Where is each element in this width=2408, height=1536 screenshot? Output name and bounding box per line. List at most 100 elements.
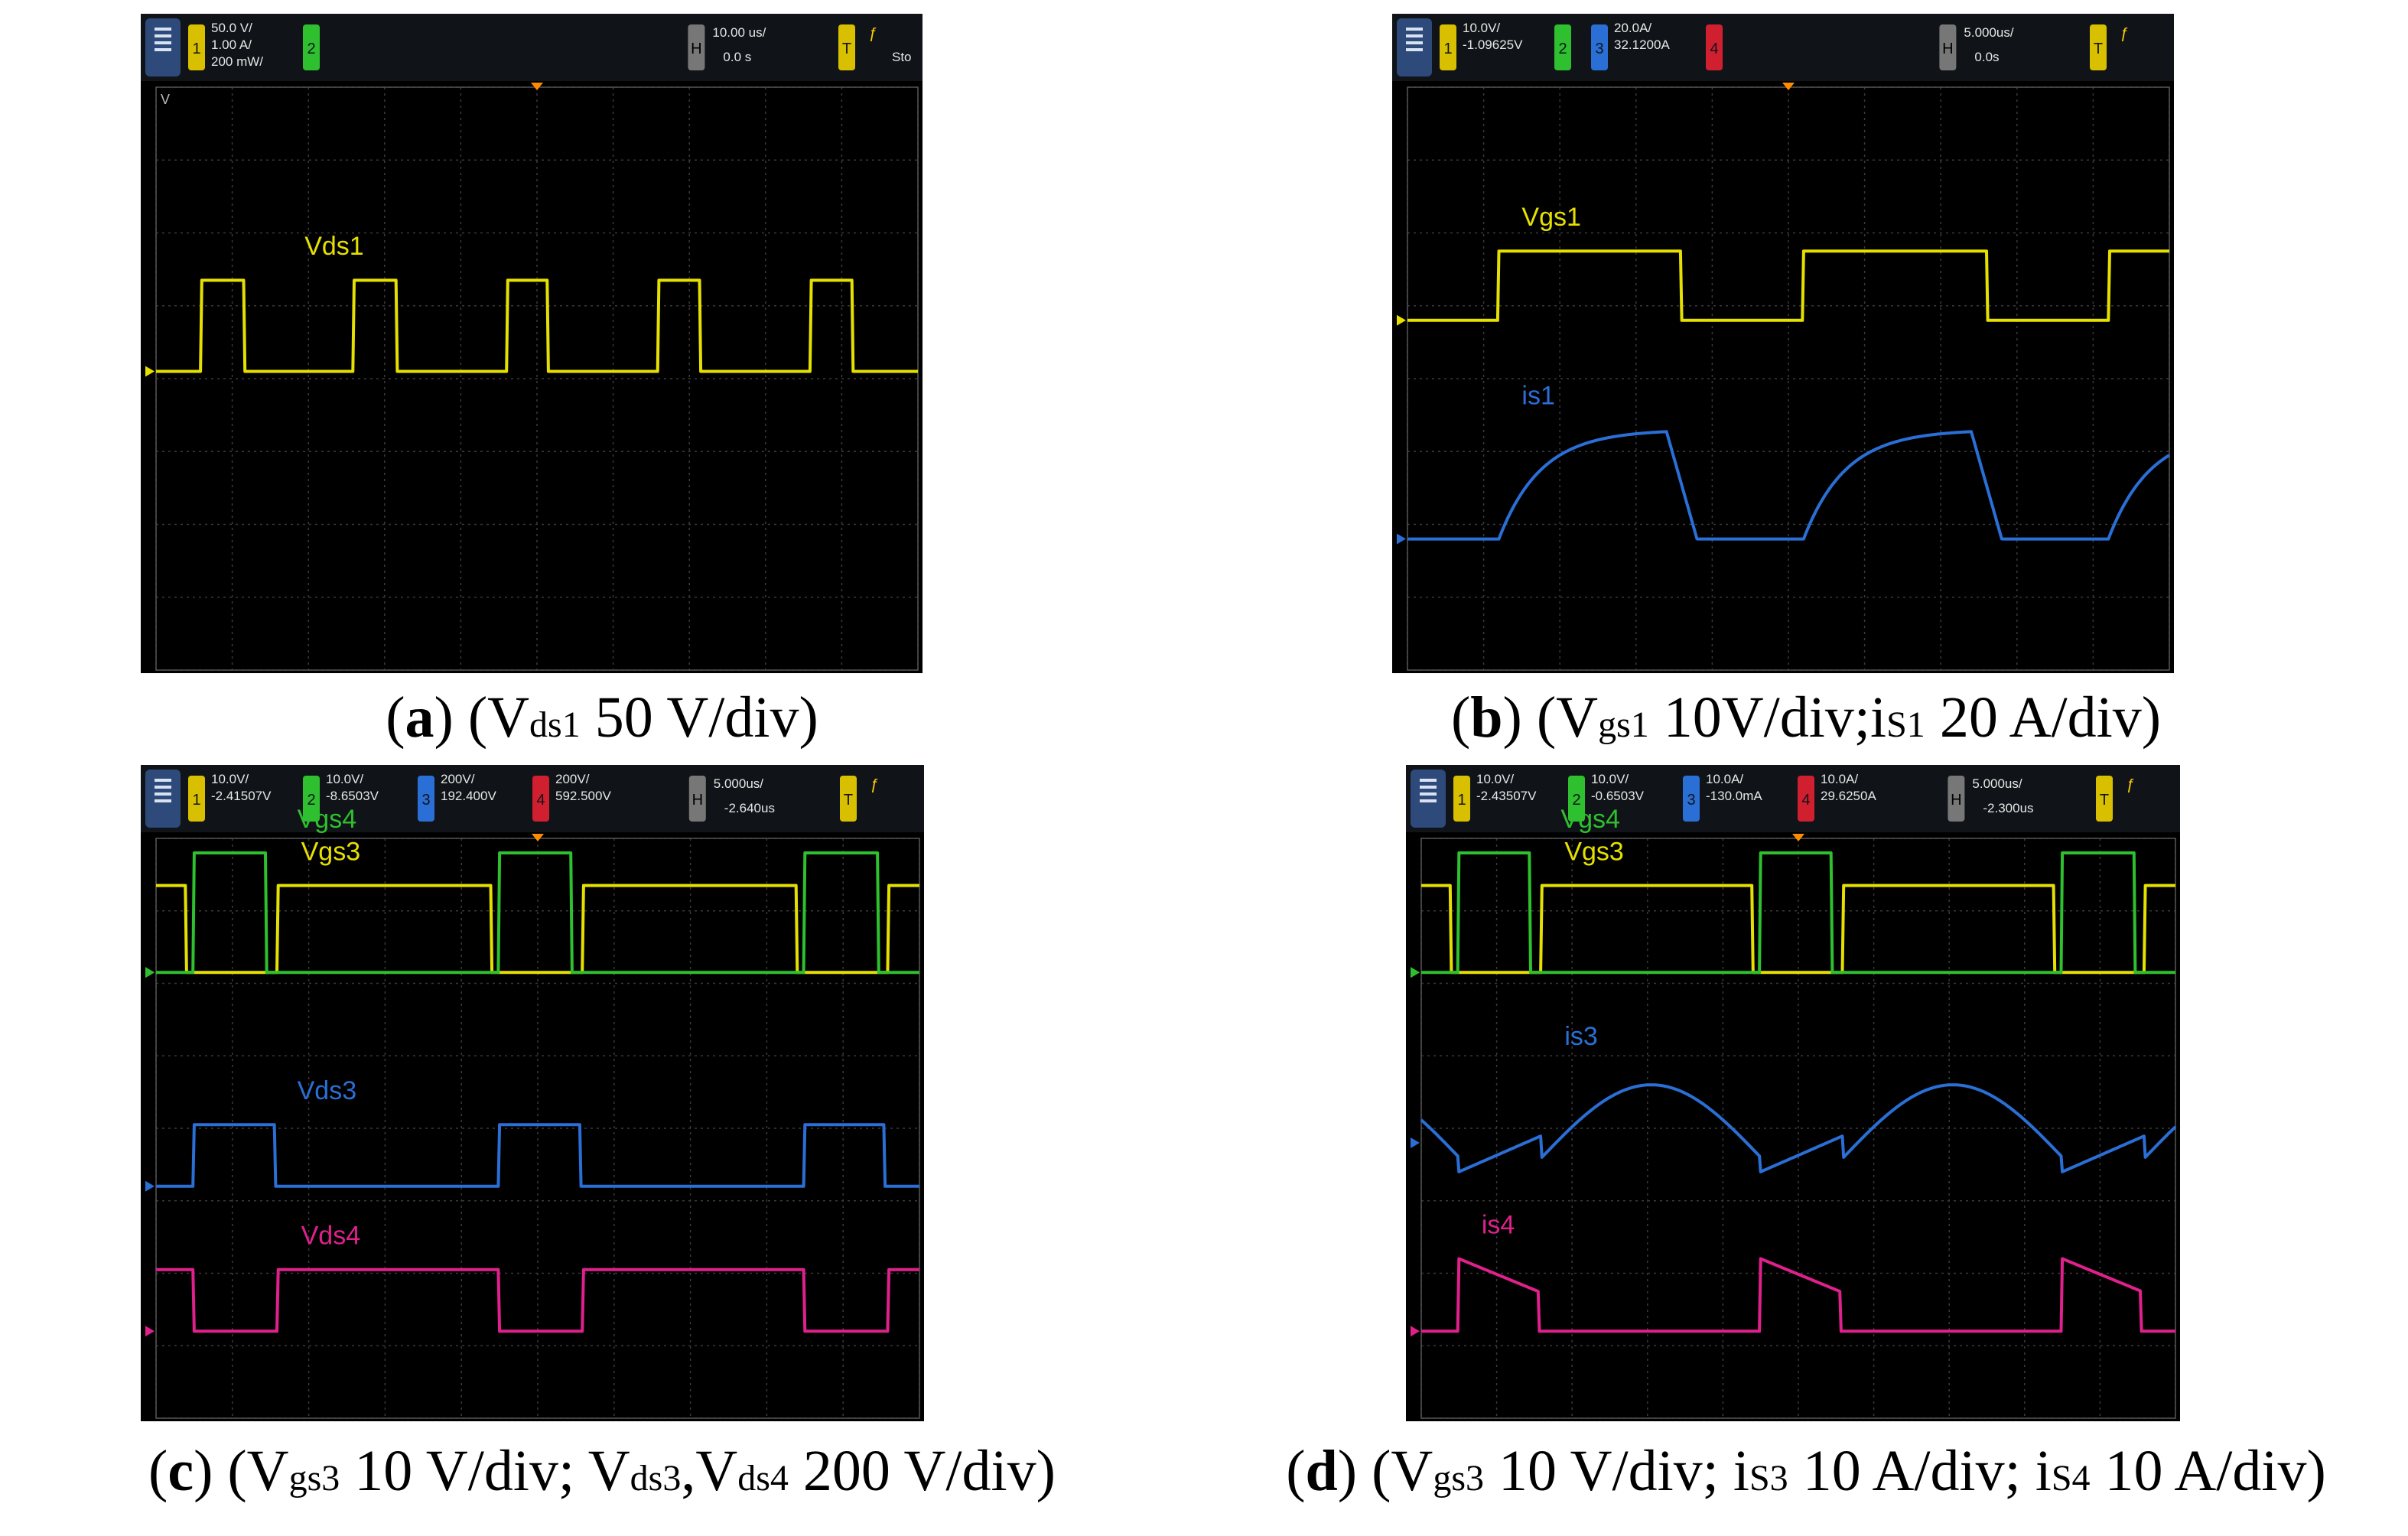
timebase-scale: 5.000us/ — [1972, 776, 2022, 791]
scope-background — [141, 14, 923, 673]
channel-1-setting: -1.09625V — [1463, 37, 1523, 52]
channel-3-indicator: 3 10.0A/ -130.0mA — [1683, 772, 1762, 822]
menu-button — [145, 18, 181, 76]
run-status: Sto — [892, 50, 912, 64]
timebase-scale: 5.000us/ — [714, 776, 763, 791]
channel-1-number: 1 — [1457, 792, 1466, 809]
ground-marker-Vds1 — [145, 366, 155, 377]
channel-4-number: 4 — [536, 792, 545, 809]
channel-4-tile — [1798, 776, 1814, 822]
trace-label-Vgs3: Vgs3 — [301, 837, 361, 866]
scope-header: 1 10.0V/ -2.43507V 2 10.0V/ -0.6503V 3 10.0A/ -1… — [1406, 765, 2180, 832]
channel-3-setting: 192.400V — [441, 789, 496, 803]
menu-icon — [155, 786, 171, 789]
trigger-tile — [2090, 24, 2107, 70]
caption-a: (a) (Vds1 50 V/div) — [386, 685, 818, 750]
timebase-delay: 0.0 s — [723, 50, 751, 64]
channel-4-indicator: 4 — [1706, 24, 1723, 70]
channel-1-indicator: 1 10.0V/ -2.43507V — [1453, 772, 1537, 822]
menu-icon — [1406, 28, 1423, 31]
menu-icon — [155, 792, 171, 796]
ground-marker-Vgs4 — [145, 967, 155, 978]
trace-is1 — [1407, 430, 2171, 541]
trace-Vgs4 — [1420, 851, 2176, 975]
panel-d: 1 10.0V/ -2.43507V 2 10.0V/ -0.6503V 3 10.0A/ -1… — [1204, 765, 2408, 1536]
trace-Vds3 — [155, 1123, 920, 1188]
menu-icon — [1420, 779, 1437, 782]
scope-screen-a: 1 50.0 V/1.00 A/200 mW/2 H 10.00 us/0.0 s Tƒ… — [141, 14, 923, 673]
trace-Vds1 — [155, 278, 919, 373]
channel-2-tile — [303, 776, 320, 822]
trace-label-Vds1: Vds1 — [304, 232, 364, 261]
channel-1-number: 1 — [192, 41, 200, 57]
channel-1-indicator: 1 50.0 V/1.00 A/200 mW/ — [188, 21, 263, 70]
scope-background — [141, 765, 924, 1421]
channel-1-number: 1 — [1443, 41, 1452, 57]
header-bar — [141, 14, 923, 81]
ground-marker-Vgs4 — [1411, 967, 1420, 978]
channel-1-setting: -2.41507V — [211, 789, 272, 803]
scope-background — [1392, 14, 2174, 673]
timebase-letter: H — [692, 792, 703, 809]
channel-4-tile — [1706, 24, 1723, 70]
channel-1-indicator: 1 10.0V/ -2.41507V — [188, 772, 272, 822]
channel-4-number: 4 — [1710, 41, 1718, 57]
channel-1-tile — [1440, 24, 1456, 70]
channel-1-setting: 200 mW/ — [211, 54, 263, 69]
scale-unit-label: V — [161, 92, 170, 107]
channel-2-tile — [1568, 776, 1585, 822]
trigger-edge-icon: ƒ — [870, 776, 879, 793]
caption-b: (b) (Vgs1 10V/div;iS1 20 A/div) — [1450, 685, 2162, 750]
trace-label-Vds3: Vds3 — [298, 1076, 357, 1105]
trigger-edge-icon: ƒ — [869, 25, 877, 42]
channel-4-tile — [532, 776, 549, 822]
trace-label-Vgs4: Vgs4 — [298, 805, 357, 834]
header-bar — [1392, 14, 2174, 81]
timebase-delay: -2.640us — [724, 801, 775, 815]
timebase-tile — [688, 776, 706, 822]
channel-1-indicator: 1 10.0V/ -1.09625V — [1440, 21, 1523, 70]
channel-3-tile — [418, 776, 434, 822]
channel-4-setting: 10.0A/ — [1821, 772, 1858, 786]
trigger-tile — [838, 24, 855, 70]
channel-3-setting: 20.0A/ — [1614, 21, 1651, 35]
channel-2-setting: -0.6503V — [1591, 789, 1645, 803]
channel-3-setting: 32.1200A — [1614, 37, 1670, 52]
channel-4-number: 4 — [1801, 792, 1810, 809]
channel-2-setting: -8.6503V — [326, 789, 379, 803]
caption-c: (c) (Vgs3 10 V/div; Vds3,Vds4 200 V/div) — [148, 1439, 1056, 1503]
channel-3-indicator: 3 20.0A/32.1200A — [1591, 21, 1670, 70]
ground-marker-Vgs1 — [1397, 314, 1406, 326]
menu-button — [1397, 18, 1432, 76]
channel-1-setting: 10.0V/ — [211, 772, 249, 786]
trigger-letter: T — [2094, 41, 2103, 57]
timebase-delay: 0.0s — [1974, 50, 1999, 64]
menu-icon — [1420, 799, 1437, 802]
graticule — [155, 834, 920, 1419]
menu-icon — [155, 48, 171, 51]
trigger-tile — [2096, 776, 2113, 822]
menu-icon — [155, 34, 171, 37]
channel-2-indicator: 2 10.0V/ -0.6503V — [1568, 772, 1645, 822]
channel-1-setting: 10.0V/ — [1476, 772, 1514, 786]
ground-marker-is3 — [1411, 1137, 1420, 1148]
channel-2-tile — [303, 24, 320, 70]
trace-Vgs3 — [1420, 884, 2176, 975]
channel-1-tile — [1453, 776, 1470, 822]
channel-1-setting: 50.0 V/ — [211, 21, 252, 35]
trace-Vgs1 — [1407, 249, 2170, 322]
trigger-letter: T — [2100, 792, 2109, 809]
channel-3-tile — [1591, 24, 1608, 70]
menu-icon — [155, 779, 171, 782]
trace-is3 — [1420, 1083, 2177, 1173]
graticule — [1407, 83, 2170, 671]
channel-1-setting: -2.43507V — [1476, 789, 1537, 803]
scope-screen-b: 1 10.0V/ -1.09625V 2 3 20.0A/32.1200A 4 H 5.000u… — [1392, 14, 2174, 673]
panel-c: 1 10.0V/ -2.41507V 2 10.0V/ -8.6503V 3 200V/192… — [0, 765, 1204, 1536]
trace-label-is1: is1 — [1521, 381, 1554, 410]
ground-marker-is4 — [1411, 1326, 1420, 1337]
menu-icon — [155, 41, 171, 44]
channel-3-indicator: 3 200V/192.400V — [418, 772, 496, 822]
channel-2-indicator: 2 — [1554, 24, 1571, 70]
scope-screen-c: 1 10.0V/ -2.41507V 2 10.0V/ -8.6503V 3 200V/192… — [141, 765, 924, 1421]
